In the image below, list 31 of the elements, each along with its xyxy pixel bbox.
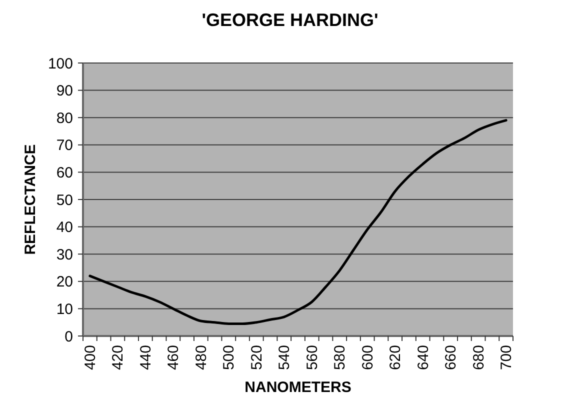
x-tick-label: 680 — [470, 345, 487, 370]
y-tick-label: 10 — [56, 301, 73, 318]
x-tick-label: 440 — [136, 345, 154, 370]
x-tick-label: 400 — [81, 345, 98, 370]
y-tick-label: 100 — [48, 55, 73, 72]
x-tick-label: 700 — [498, 345, 515, 370]
y-tick-label: 20 — [56, 274, 73, 291]
x-tick-label: 500 — [220, 345, 238, 370]
x-tick-label: 660 — [442, 345, 460, 370]
x-tick-label: 580 — [331, 345, 348, 370]
x-tick-label: 560 — [303, 345, 320, 370]
y-axis-title: REFLECTANCE — [22, 144, 38, 255]
x-axis-title: NANOMETERS — [244, 379, 352, 396]
x-tick-label: 620 — [386, 345, 404, 370]
x-tick-label: 600 — [358, 345, 376, 370]
x-tick-label: 460 — [164, 345, 182, 370]
line-series — [88, 119, 508, 325]
y-tick-label: 90 — [56, 82, 73, 100]
y-tick-label: 40 — [56, 219, 73, 236]
y-tick-label: 70 — [56, 137, 73, 154]
chart-title: 'GEORGE HARDING' — [200, 10, 380, 30]
x-tick-label: 520 — [248, 345, 265, 370]
y-tick-label: 30 — [56, 246, 73, 264]
y-tick-label: 50 — [56, 192, 73, 209]
x-tick-label: 640 — [414, 345, 432, 370]
y-tick-label: 60 — [56, 164, 73, 182]
y-tick-label: 0 — [64, 328, 73, 346]
x-tick-label: 420 — [109, 345, 126, 370]
x-tick-label: 480 — [192, 345, 210, 370]
x-tick-label: 540 — [276, 345, 293, 370]
y-tick-label: 80 — [56, 110, 73, 127]
